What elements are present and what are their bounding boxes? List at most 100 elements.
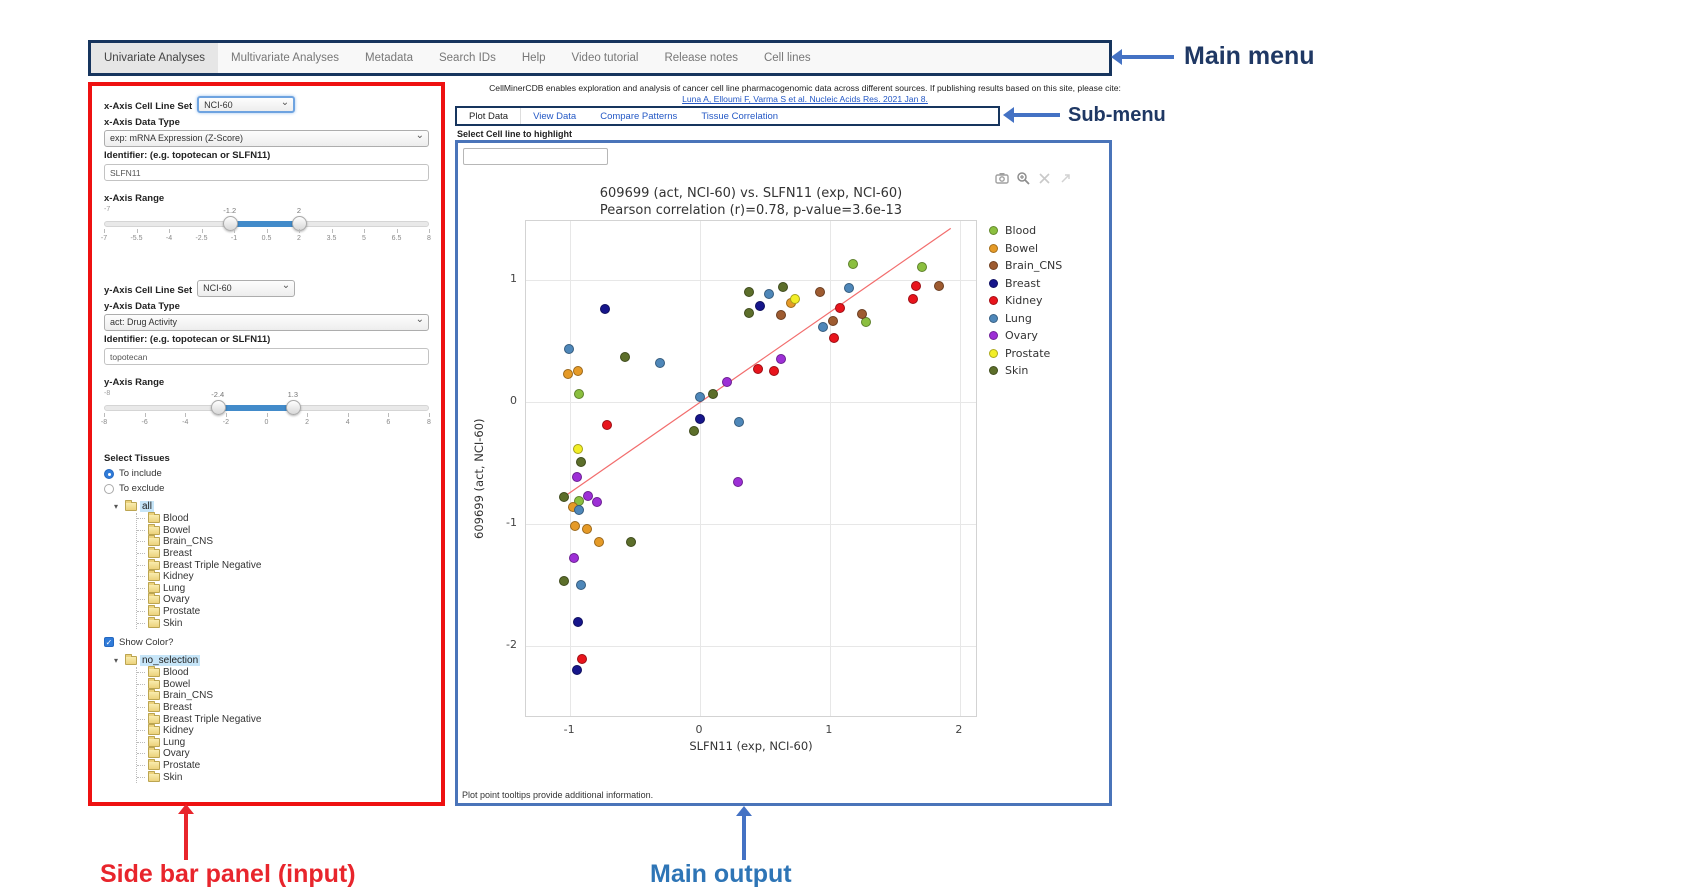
tree-item-brain-cns[interactable]: Brain_CNS	[137, 689, 429, 702]
scatter-point-prostate[interactable]	[572, 444, 583, 455]
scatter-point-skin[interactable]	[744, 286, 755, 297]
scatter-point-bowel[interactable]	[572, 366, 583, 377]
slider-handle-to[interactable]	[285, 400, 301, 415]
menu-item-release-notes[interactable]: Release notes	[664, 52, 738, 64]
radio-exclude-control[interactable]	[104, 483, 114, 494]
scatter-point-kidney[interactable]	[835, 302, 846, 313]
scatter-point-kidney[interactable]	[828, 333, 839, 344]
reset-axes-icon[interactable]	[1057, 170, 1073, 186]
scatter-point-blood[interactable]	[848, 258, 859, 269]
scatter-point-breast[interactable]	[572, 616, 583, 627]
tree-item-blood[interactable]: Blood	[137, 666, 429, 679]
tree-root-no-selection[interactable]: ▾ no_selection	[114, 653, 429, 667]
legend-item-skin[interactable]: Skin	[989, 362, 1062, 380]
scatter-point-brain-cns[interactable]	[814, 286, 825, 297]
tree-item-kidney[interactable]: Kidney	[137, 724, 429, 737]
tree-item-skin[interactable]: Skin	[137, 616, 429, 629]
plot-area[interactable]	[525, 220, 977, 717]
scatter-point-skin[interactable]	[558, 491, 569, 502]
scatter-point-skin[interactable]	[744, 307, 755, 318]
scatter-point-blood[interactable]	[574, 389, 585, 400]
caret-down-icon[interactable]: ▾	[114, 655, 119, 665]
legend-item-blood[interactable]: Blood	[989, 222, 1062, 240]
scatter-point-bowel[interactable]	[593, 537, 604, 548]
menu-item-multivariate-analyses[interactable]: Multivariate Analyses	[231, 52, 340, 64]
tree-item-skin[interactable]: Skin	[137, 770, 429, 783]
tree-item-bowel[interactable]: Bowel	[137, 523, 429, 537]
scatter-point-breast[interactable]	[600, 303, 611, 314]
scatter-point-lung[interactable]	[654, 357, 665, 368]
scatter-point-kidney[interactable]	[601, 419, 612, 430]
menu-item-help[interactable]: Help	[521, 52, 546, 64]
scatter-point-lung[interactable]	[818, 322, 829, 333]
y-cell-line-set-select[interactable]: NCI-60	[197, 280, 296, 297]
scatter-point-skin[interactable]	[778, 281, 789, 292]
tree-item-kidney[interactable]: Kidney	[137, 570, 429, 583]
scatter-point-lung[interactable]	[734, 417, 744, 428]
scatter-point-lung[interactable]	[574, 505, 585, 516]
scatter-point-ovary[interactable]	[775, 353, 786, 364]
tree-item-bowel[interactable]: Bowel	[137, 677, 429, 691]
menu-item-video-tutorial[interactable]: Video tutorial	[571, 52, 639, 64]
sub-menu-tab-plot-data[interactable]: Plot Data	[457, 108, 522, 124]
scatter-point-skin[interactable]	[626, 537, 637, 548]
scatter-point-skin[interactable]	[619, 351, 630, 362]
scatter-point-breast[interactable]	[754, 301, 765, 312]
tree-item-prostate[interactable]: Prostate	[137, 758, 429, 772]
y-identifier-input[interactable]	[104, 348, 429, 365]
tree-item-breast[interactable]: Breast	[137, 701, 429, 714]
scatter-point-prostate[interactable]	[789, 294, 800, 305]
scatter-point-ovary[interactable]	[583, 490, 594, 501]
tree-item-breast-triple-negative[interactable]: Breast Triple Negative	[137, 712, 429, 725]
scatter-point-breast[interactable]	[571, 665, 582, 676]
menu-item-metadata[interactable]: Metadata	[365, 52, 413, 64]
caret-down-icon[interactable]: ▾	[114, 502, 119, 511]
tree-item-breast-triple-negative[interactable]: Breast Triple Negative	[137, 558, 429, 571]
scatter-point-lung[interactable]	[695, 391, 706, 402]
sub-menu-tab-compare-patterns[interactable]: Compare Patterns	[600, 110, 678, 122]
radio-to-exclude[interactable]: To exclude	[104, 483, 429, 494]
scatter-point-kidney[interactable]	[753, 363, 764, 374]
camera-icon[interactable]	[994, 170, 1010, 186]
legend-item-kidney[interactable]: Kidney	[989, 292, 1062, 310]
show-color-row[interactable]: ✓ Show Color?	[104, 637, 429, 648]
y-data-type-select[interactable]: act: Drug Activity	[104, 314, 429, 331]
scatter-point-kidney[interactable]	[910, 280, 921, 291]
tree-root-label[interactable]: no_selection	[140, 654, 201, 666]
scatter-point-brain-cns[interactable]	[775, 310, 786, 321]
highlight-cell-line-input[interactable]	[463, 148, 608, 165]
scatter-point-blood[interactable]	[917, 262, 928, 273]
scatter-point-ovary[interactable]	[569, 553, 580, 564]
tree-item-ovary[interactable]: Ovary	[137, 747, 429, 760]
x-data-type-select[interactable]: exp: mRNA Expression (Z-Score)	[104, 130, 429, 147]
x-axis-range-slider[interactable]: -7 -1.2 2 -7 -5.5 -4 -2.5 -1 0.5 2 3.5 5 6.5 8	[101, 206, 431, 246]
scatter-point-bowel[interactable]	[562, 368, 573, 379]
scatter-point-blood[interactable]	[574, 495, 585, 506]
scatter-point-ovary[interactable]	[592, 496, 603, 507]
menu-item-search-ids[interactable]: Search IDs	[438, 52, 496, 64]
menu-item-univariate-analyses[interactable]: Univariate Analyses	[91, 43, 218, 73]
x-cell-line-set-select[interactable]: NCI-60	[197, 96, 296, 113]
scatter-point-ovary[interactable]	[571, 472, 582, 483]
scatter-point-lung[interactable]	[563, 344, 574, 355]
tree-item-breast[interactable]: Breast	[137, 547, 429, 560]
legend-item-bowel[interactable]: Bowel	[989, 240, 1062, 258]
radio-include-control[interactable]	[104, 468, 114, 479]
scatter-point-kidney[interactable]	[576, 654, 587, 665]
radio-to-include[interactable]: To include	[104, 468, 429, 479]
scatter-point-kidney[interactable]	[908, 294, 919, 305]
legend-item-brain-cns[interactable]: Brain_CNS	[989, 257, 1062, 275]
legend-item-lung[interactable]: Lung	[989, 310, 1062, 328]
scatter-point-ovary[interactable]	[732, 477, 743, 488]
scatter-point-bowel[interactable]	[570, 521, 581, 532]
scatter-point-brain-cns[interactable]	[934, 280, 945, 291]
tree-root-all[interactable]: ▾ all	[114, 500, 429, 513]
citation-link[interactable]: Luna A, Elloumi F, Varma S et al. Nuclei…	[682, 94, 928, 104]
legend-item-ovary[interactable]: Ovary	[989, 327, 1062, 345]
show-color-checkbox[interactable]: ✓	[104, 637, 114, 648]
tree-root-label[interactable]: all	[140, 501, 155, 512]
slider-handle-from[interactable]	[222, 216, 238, 231]
scatter-point-ovary[interactable]	[722, 377, 733, 388]
slider-handle-from[interactable]	[210, 400, 226, 415]
scatter-point-skin[interactable]	[558, 576, 569, 587]
